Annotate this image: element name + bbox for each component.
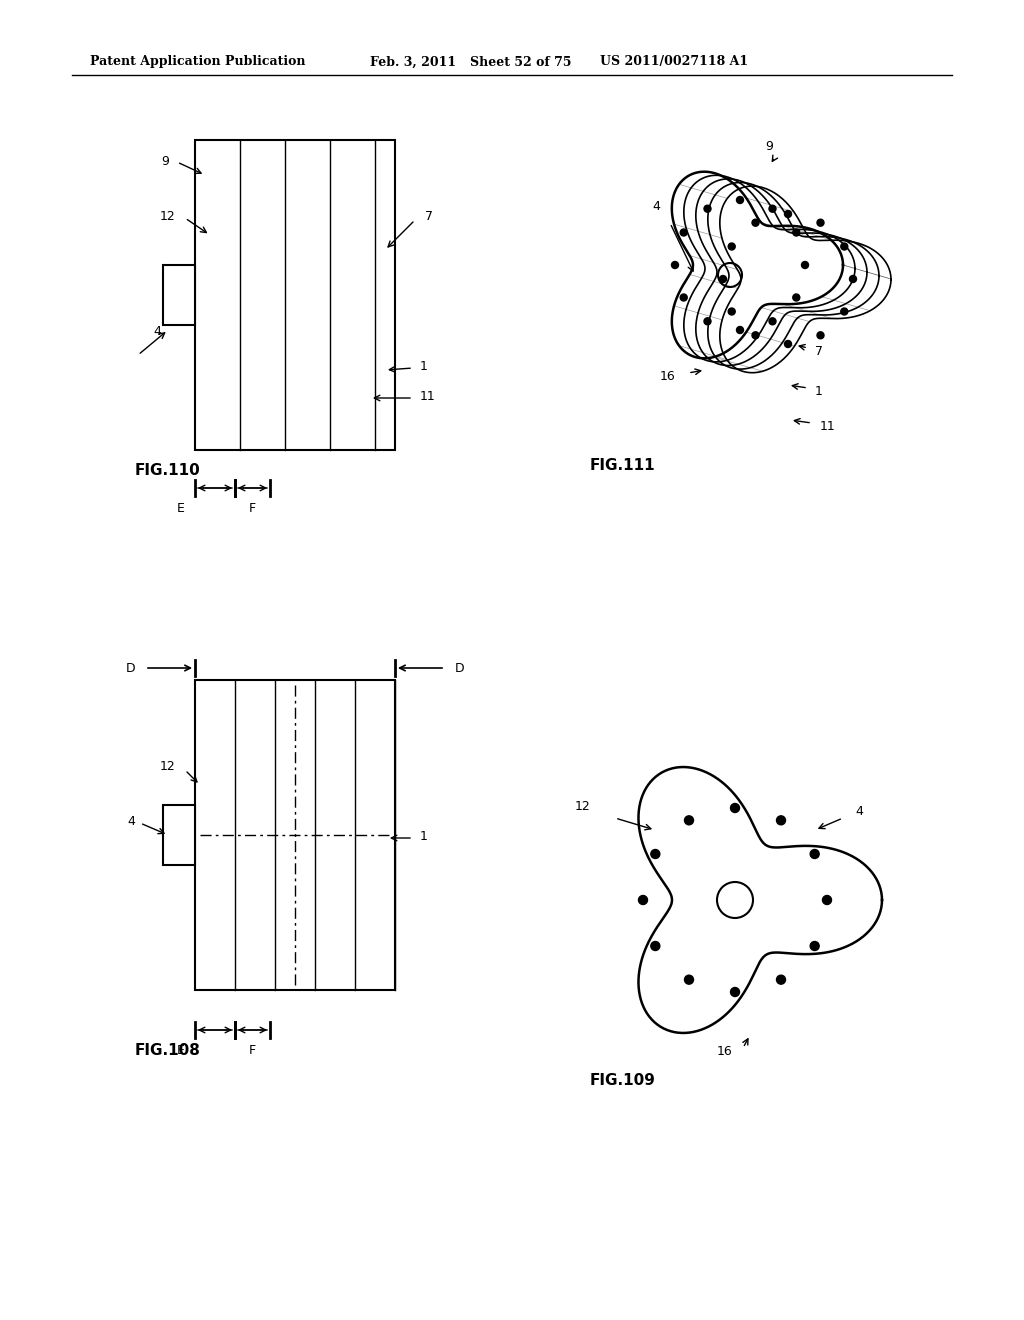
Bar <box>163 805 195 865</box>
Circle shape <box>705 205 711 213</box>
Text: 4: 4 <box>154 325 161 338</box>
Circle shape <box>776 816 785 825</box>
Circle shape <box>736 197 743 203</box>
Text: 4: 4 <box>127 814 135 828</box>
Circle shape <box>802 261 809 268</box>
Text: 12: 12 <box>160 210 175 223</box>
Circle shape <box>817 219 824 226</box>
Circle shape <box>705 318 711 325</box>
Circle shape <box>752 219 759 226</box>
Text: F: F <box>249 502 256 515</box>
Circle shape <box>784 341 792 347</box>
Circle shape <box>784 210 792 218</box>
Text: 1: 1 <box>420 830 428 843</box>
Circle shape <box>651 850 659 858</box>
Text: D: D <box>455 661 465 675</box>
Circle shape <box>672 261 679 268</box>
Circle shape <box>736 326 743 334</box>
Circle shape <box>651 941 659 950</box>
Text: 1: 1 <box>815 385 823 399</box>
Text: FIG.111: FIG.111 <box>590 458 655 473</box>
Bar <box>195 680 395 990</box>
Text: 12: 12 <box>574 800 590 813</box>
Text: Feb. 3, 2011: Feb. 3, 2011 <box>370 55 456 69</box>
Text: 1: 1 <box>420 360 428 374</box>
Text: Sheet 52 of 75: Sheet 52 of 75 <box>470 55 571 69</box>
Text: 4: 4 <box>652 201 660 213</box>
Text: E: E <box>177 1044 185 1056</box>
Text: FIG.108: FIG.108 <box>135 1043 201 1059</box>
Text: 9: 9 <box>161 154 169 168</box>
Circle shape <box>822 895 831 904</box>
Text: US 2011/0027118 A1: US 2011/0027118 A1 <box>600 55 749 69</box>
Text: E: E <box>177 502 185 515</box>
Circle shape <box>684 816 693 825</box>
Circle shape <box>752 331 759 339</box>
Circle shape <box>728 308 735 315</box>
Text: 9: 9 <box>765 140 773 153</box>
Circle shape <box>728 243 735 249</box>
Text: FIG.110: FIG.110 <box>135 463 201 478</box>
Circle shape <box>730 987 739 997</box>
Circle shape <box>720 276 726 282</box>
Circle shape <box>793 294 800 301</box>
Text: 11: 11 <box>420 389 436 403</box>
Text: Patent Application Publication: Patent Application Publication <box>90 55 305 69</box>
Text: 16: 16 <box>717 1045 733 1059</box>
Text: F: F <box>249 1044 256 1056</box>
Circle shape <box>817 331 824 339</box>
Circle shape <box>841 243 848 249</box>
Circle shape <box>776 975 785 985</box>
Circle shape <box>810 850 819 858</box>
Text: 7: 7 <box>815 345 823 358</box>
Text: 16: 16 <box>659 370 675 383</box>
Circle shape <box>769 205 776 213</box>
Circle shape <box>680 294 687 301</box>
Text: 11: 11 <box>820 420 836 433</box>
Circle shape <box>850 276 856 282</box>
Text: 4: 4 <box>855 805 863 818</box>
Circle shape <box>639 895 647 904</box>
Circle shape <box>730 804 739 813</box>
Text: 7: 7 <box>425 210 433 223</box>
Text: 12: 12 <box>160 760 175 774</box>
Circle shape <box>680 228 687 236</box>
Circle shape <box>810 941 819 950</box>
Circle shape <box>793 228 800 236</box>
Circle shape <box>769 318 776 325</box>
Circle shape <box>841 308 848 315</box>
Circle shape <box>684 975 693 985</box>
Text: FIG.109: FIG.109 <box>590 1073 656 1088</box>
Text: D: D <box>125 661 135 675</box>
Bar <box>163 265 195 325</box>
Bar <box>195 140 395 450</box>
